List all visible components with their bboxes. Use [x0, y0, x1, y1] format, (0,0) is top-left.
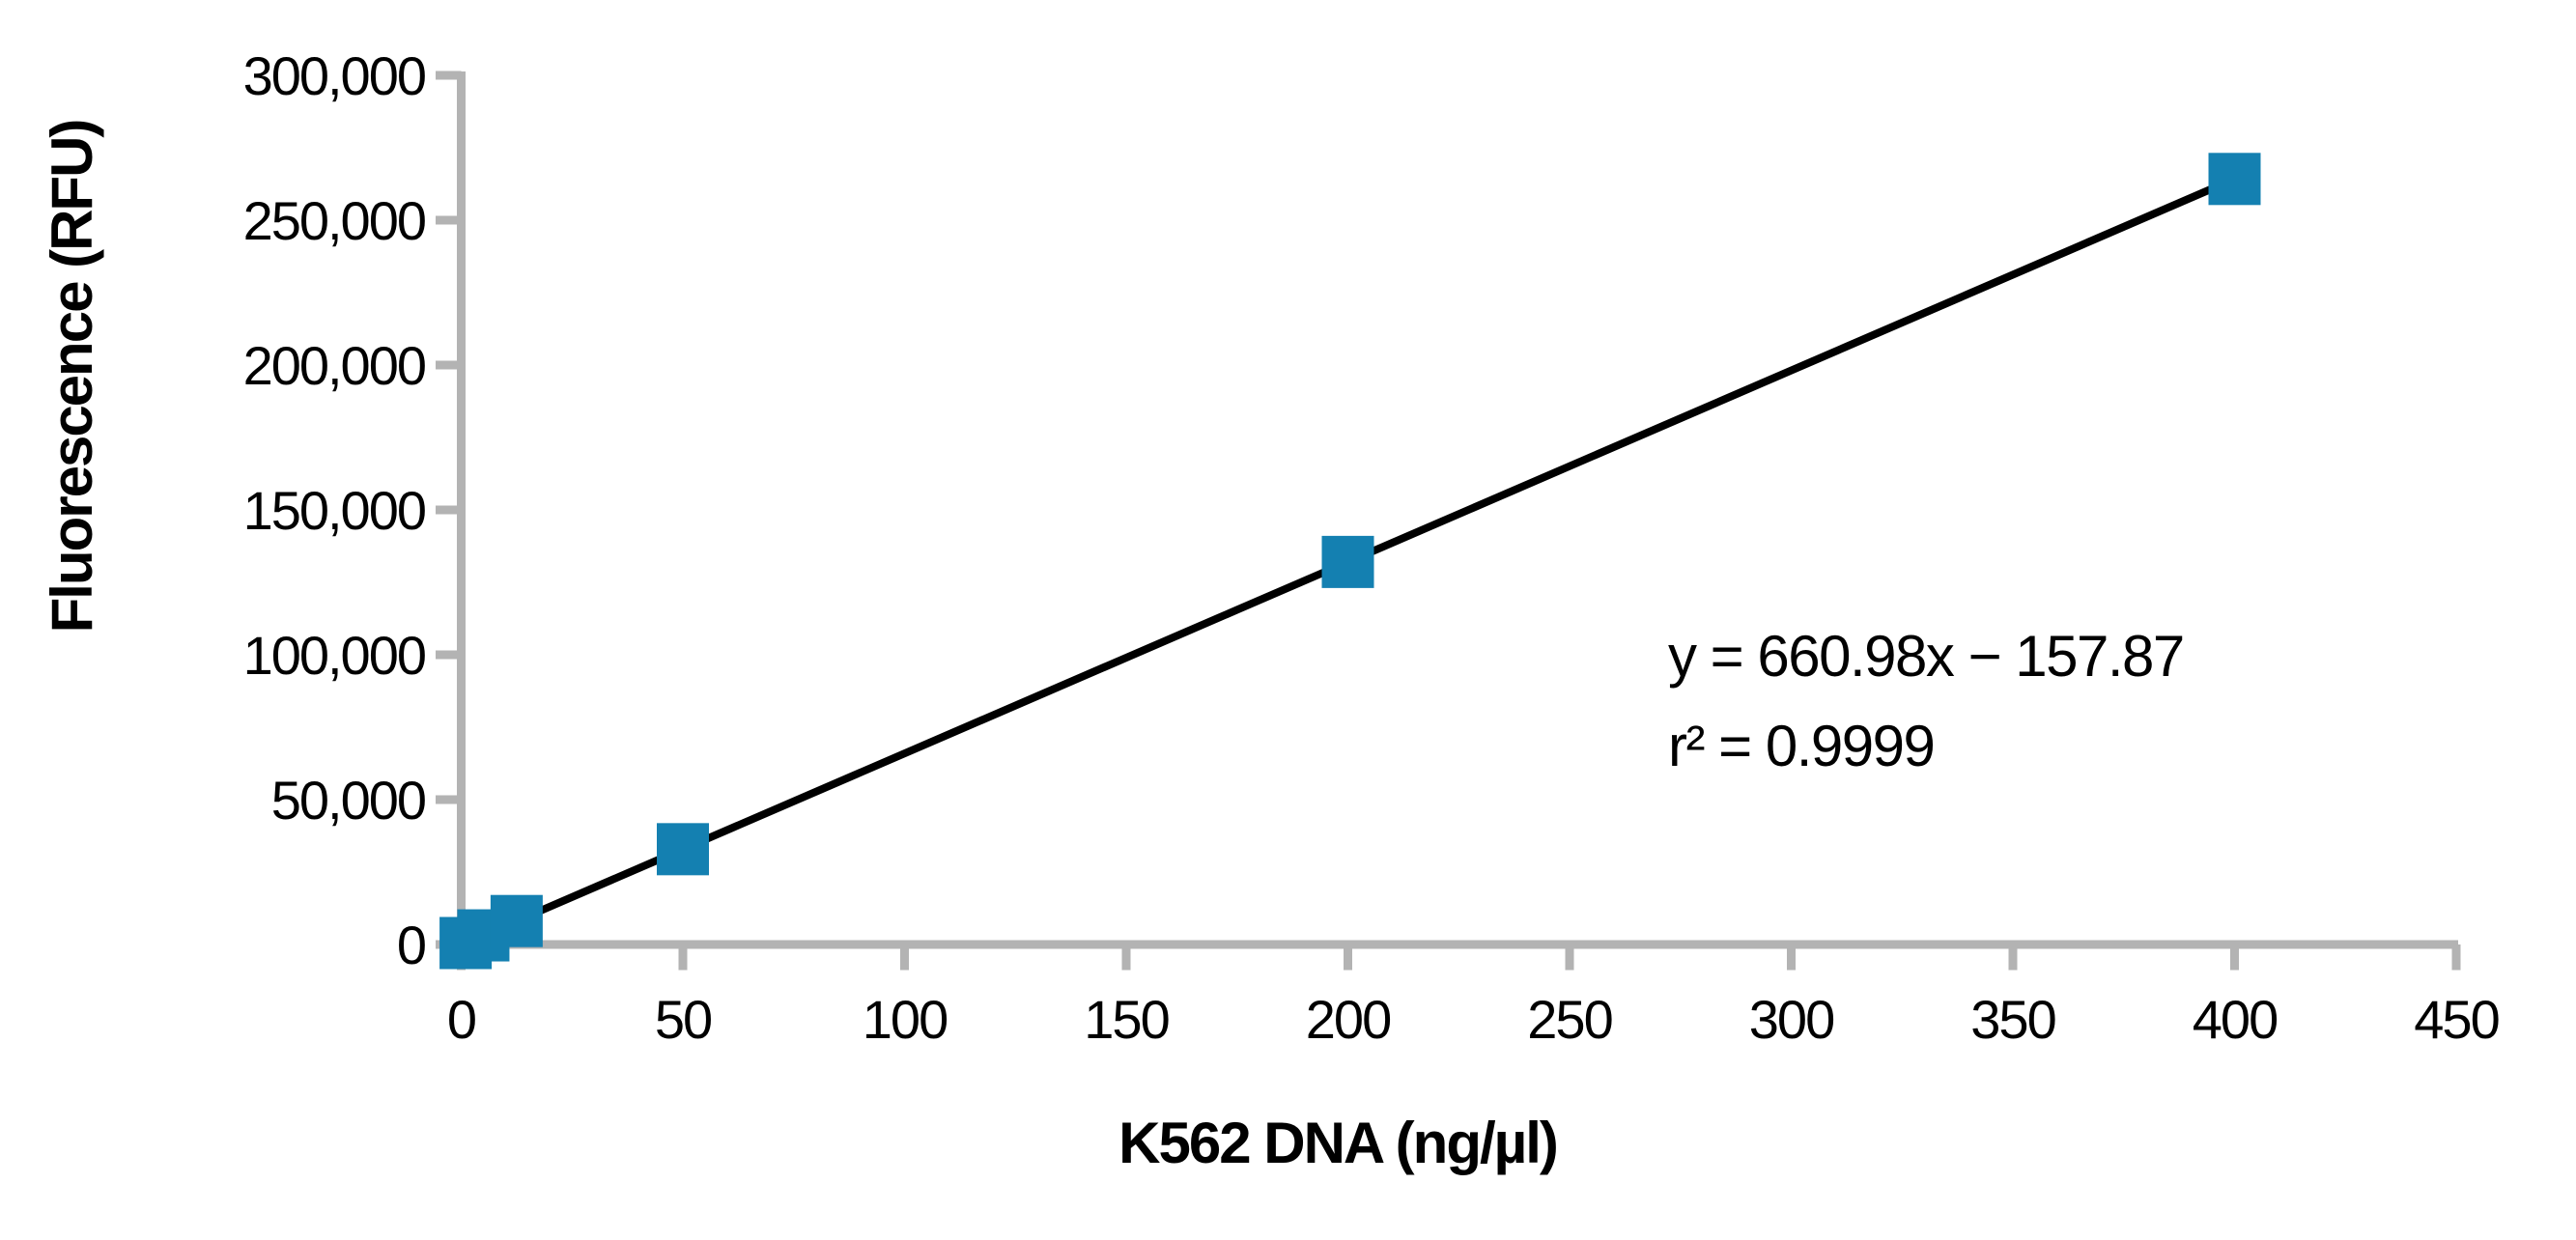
y-tick-label: 200,000 — [243, 335, 425, 396]
x-tick-label: 450 — [2414, 989, 2498, 1050]
x-tick-label: 100 — [863, 989, 947, 1050]
equation-annotation: y = 660.98x − 157.87 r² = 0.9999 — [1668, 624, 2185, 778]
x-tick-label: 50 — [655, 989, 711, 1050]
y-tick-label: 50,000 — [271, 770, 425, 831]
x-tick-label: 350 — [1970, 989, 2054, 1050]
x-tick-label: 0 — [447, 989, 475, 1050]
y-axis-title: Fluorescence (RFU) — [40, 121, 104, 634]
x-tick-label: 200 — [1306, 989, 1390, 1050]
data-point-marker — [1321, 535, 1374, 588]
data-point-marker — [490, 894, 543, 947]
y-tick-label: 300,000 — [243, 45, 425, 106]
y-tick-label: 0 — [397, 915, 425, 975]
x-tick-label: 300 — [1749, 989, 1833, 1050]
axes: 0 50,000 100,000 150,000 200,000 250,000 300,0… — [243, 45, 2501, 1050]
data-point-marker — [2208, 153, 2261, 206]
y-tick-label: 100,000 — [243, 625, 425, 686]
x-tick-label: 150 — [1084, 989, 1168, 1050]
data-points — [439, 153, 2261, 970]
y-tick-label: 150,000 — [243, 480, 425, 541]
x-tick-label: 250 — [1527, 989, 1611, 1050]
equation-text: y = 660.98x − 157.87 — [1668, 624, 2184, 689]
data-point-marker — [657, 823, 709, 876]
x-axis-title: K562 DNA (ng/µl) — [1118, 1111, 1557, 1175]
x-tick-label: 400 — [2193, 989, 2277, 1050]
y-tick-label: 250,000 — [243, 190, 425, 251]
r-squared-text: r² = 0.9999 — [1668, 714, 1934, 778]
